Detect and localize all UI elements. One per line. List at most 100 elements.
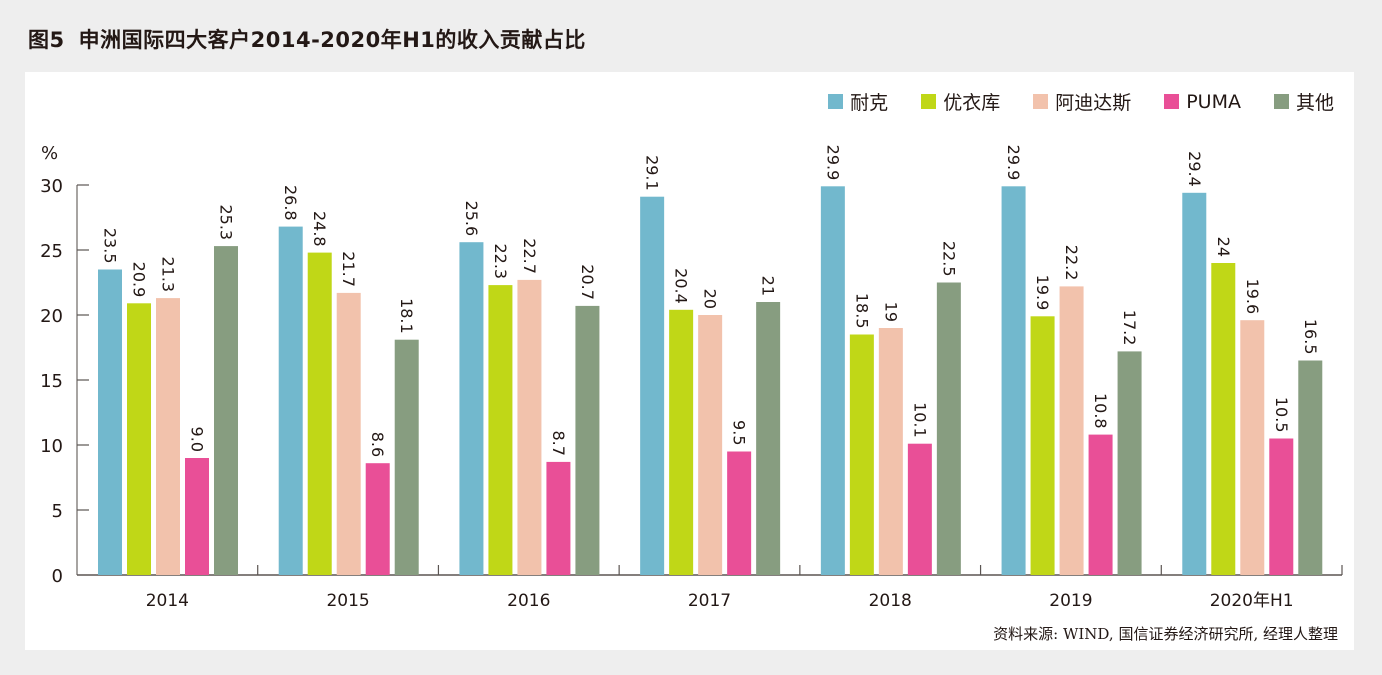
bar-PUMA <box>1088 434 1113 575</box>
data-label: 20 <box>701 289 720 309</box>
bar-优衣库 <box>669 309 694 575</box>
x-category-label: 2015 <box>326 591 369 611</box>
legend-item: 其他 <box>1273 88 1334 115</box>
data-label: 22.5 <box>939 241 958 277</box>
legend-label: 优衣库 <box>943 92 1001 114</box>
bar-优衣库 <box>307 252 332 575</box>
bar-优衣库 <box>1030 316 1055 575</box>
bar-PUMA <box>365 463 390 575</box>
legend-swatch <box>1033 94 1049 109</box>
data-label: 8.7 <box>549 430 568 455</box>
y-tick-label: 0 <box>52 566 63 587</box>
data-label: 9.0 <box>188 427 207 452</box>
bar-其他 <box>936 282 961 575</box>
bar-阿迪达斯 <box>336 292 361 575</box>
data-label: 10.8 <box>1091 393 1110 429</box>
bar-优衣库 <box>127 303 151 575</box>
legend-swatch <box>1164 94 1180 109</box>
data-label: 19 <box>881 302 900 322</box>
bar-耐克 <box>820 186 845 576</box>
bar-chart: % 0 5 10 15 20 25 30 23.5 20.9 21.3 9.0 25.3 2014 26.8… <box>40 143 1343 611</box>
bar-阿迪达斯 <box>517 279 542 575</box>
bar-其他 <box>394 339 419 575</box>
data-label: 25.3 <box>217 204 236 240</box>
data-label: 17.2 <box>1120 310 1139 346</box>
x-category-label: 2020年H1 <box>1210 591 1294 611</box>
y-tick-label: 5 <box>52 501 63 522</box>
bar-阿迪达斯 <box>1059 286 1084 575</box>
legend-label: 阿迪达斯 <box>1055 92 1132 114</box>
legend-item: 耐克 <box>828 88 888 115</box>
bar-耐克 <box>278 226 303 575</box>
data-label: 20.4 <box>672 268 691 304</box>
data-label: 22.2 <box>1062 245 1081 281</box>
data-label: 25.6 <box>462 201 481 237</box>
bar-耐克 <box>459 242 484 575</box>
bar-耐克 <box>1001 186 1026 576</box>
data-label: 18.5 <box>852 293 871 329</box>
bar-阿迪达斯 <box>1240 320 1265 575</box>
bar-PUMA <box>907 443 932 575</box>
chart-title: 图5 申洲国际四大客户2014-2020年H1的收入贡献占比 <box>28 24 586 54</box>
data-label: 22.7 <box>520 238 539 274</box>
legend-swatch <box>1273 94 1289 109</box>
bar-其他 <box>214 246 238 575</box>
bar-其他 <box>1298 360 1323 575</box>
data-label: 9.5 <box>730 420 749 445</box>
y-tick-label: 15 <box>40 371 63 392</box>
data-label: 29.9 <box>823 145 842 181</box>
data-label: 10.1 <box>910 402 929 438</box>
bar-阿迪达斯 <box>698 315 723 575</box>
legend-swatch <box>828 94 844 109</box>
data-label: 10.5 <box>1272 397 1291 433</box>
y-tick-label: 30 <box>40 176 63 197</box>
y-axis-unit-label: % <box>41 143 58 164</box>
legend-label: PUMA <box>1186 90 1241 113</box>
chart-card: 耐克 优衣库 阿迪达斯 PUMA 其他 % 0 5 10 15 20 25 30 23.5 20.9 21.… <box>25 72 1354 650</box>
data-label: 21.3 <box>159 256 178 292</box>
x-category-label: 2016 <box>507 591 550 611</box>
data-label: 29.4 <box>1185 151 1204 187</box>
figure-title-text: 申洲国际四大客户2014-2020年H1的收入贡献占比 <box>78 28 586 52</box>
data-label: 21 <box>759 276 778 296</box>
legend-swatch <box>921 94 937 109</box>
y-tick-label: 25 <box>40 241 63 262</box>
x-category-label: 2017 <box>688 591 731 611</box>
data-label: 19.9 <box>1033 275 1052 311</box>
data-label: 23.5 <box>101 228 120 264</box>
bar-PUMA <box>1269 438 1294 575</box>
bar-耐克 <box>640 196 665 575</box>
legend-item: 优衣库 <box>921 88 1000 115</box>
bar-其他 <box>1117 351 1142 575</box>
bar-耐克 <box>98 269 122 575</box>
figure-number: 图5 <box>28 28 65 52</box>
bar-PUMA <box>546 461 571 575</box>
data-label: 29.9 <box>1004 145 1023 181</box>
bar-耐克 <box>1182 192 1207 576</box>
data-label: 22.3 <box>491 243 510 279</box>
data-label: 18.1 <box>397 298 416 334</box>
data-label: 24 <box>1214 237 1233 257</box>
bar-其他 <box>575 305 600 575</box>
bar-阿迪达斯 <box>878 328 903 575</box>
legend-item: PUMA <box>1164 91 1241 113</box>
bar-优衣库 <box>849 334 874 575</box>
y-tick-label: 10 <box>40 436 63 457</box>
y-tick-label: 20 <box>40 306 63 327</box>
legend-label: 其他 <box>1295 92 1334 114</box>
data-label: 8.6 <box>368 432 387 457</box>
legend-label: 耐克 <box>850 92 889 114</box>
data-label: 16.5 <box>1301 319 1320 355</box>
x-category-label: 2014 <box>146 591 189 611</box>
data-label: 24.8 <box>310 211 329 247</box>
bar-优衣库 <box>488 285 513 575</box>
data-label: 20.9 <box>130 262 149 298</box>
bar-优衣库 <box>1211 263 1236 575</box>
data-label: 29.1 <box>643 155 662 191</box>
bar-PUMA <box>727 451 752 575</box>
data-label: 20.7 <box>578 264 597 300</box>
legend: 耐克 优衣库 阿迪达斯 PUMA 其他 <box>795 88 1334 115</box>
bar-其他 <box>756 302 781 575</box>
legend-item: 阿迪达斯 <box>1033 88 1131 115</box>
data-label: 21.7 <box>339 251 358 287</box>
